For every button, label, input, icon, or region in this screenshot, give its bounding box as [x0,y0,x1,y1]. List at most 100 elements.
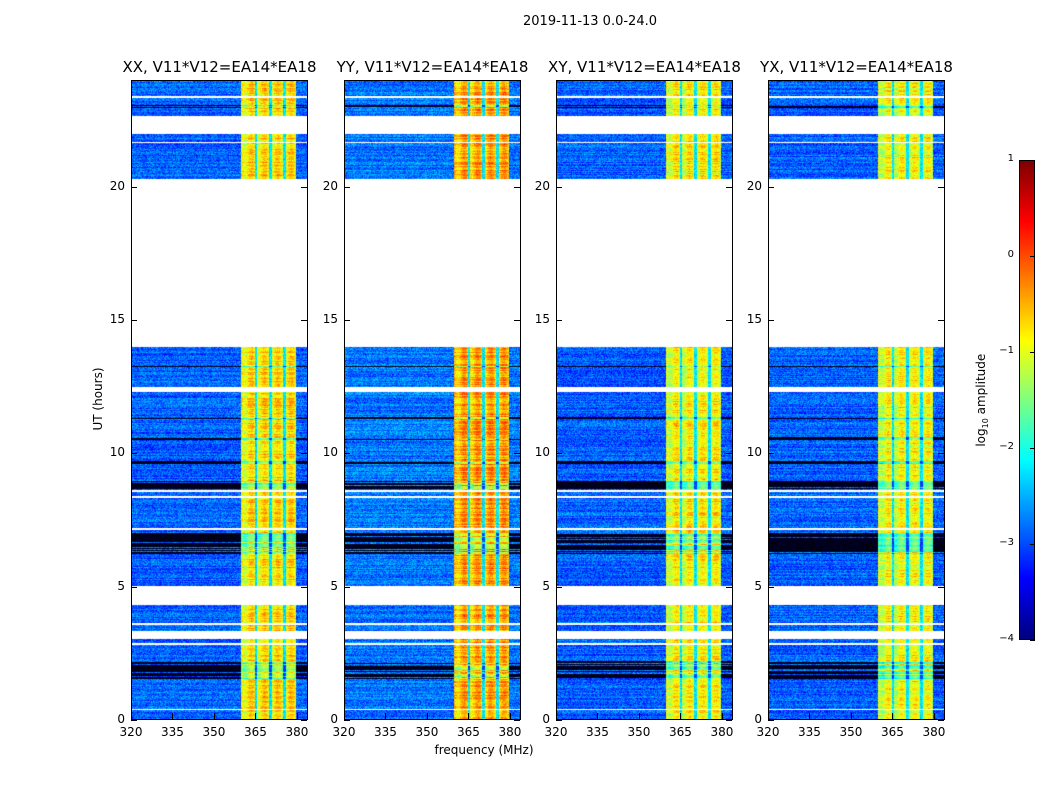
x-tick-mark [809,713,811,719]
y-tick-mark [514,186,520,188]
y-tick-label: 5 [754,578,762,593]
y-tick-label: 20 [746,178,762,193]
y-tick-mark [726,320,732,321]
colorbar-label-sub: 10 [981,418,991,429]
x-tick-mark [172,713,174,719]
x-tick-mark [768,713,769,719]
colorbar-tick-label: −1 [999,345,1014,356]
y-tick-mark [344,586,350,588]
y-tick-mark [768,186,774,188]
heatmap-panel [131,80,308,720]
x-tick-label: 365 [881,725,904,739]
x-tick-mark [638,713,640,719]
colorbar-tick-label: −3 [999,537,1014,548]
x-tick-mark [385,713,387,719]
x-tick-label: 365 [669,725,692,739]
y-tick-label: 20 [534,178,550,193]
y-tick-mark [556,320,562,321]
x-tick-label: 365 [244,725,267,739]
x-tick-label: 350 [202,725,226,739]
colorbar [1019,160,1035,640]
y-tick-mark [768,586,774,588]
y-tick-label: 10 [322,445,338,460]
x-tick-label: 335 [374,725,397,739]
y-tick-mark [514,586,520,588]
y-tick-mark [938,320,944,321]
colorbar-tick-mark [1030,352,1035,353]
x-tick-mark [213,713,215,719]
panel-title: XX, V11*V12=EA14*EA18 [122,58,317,76]
x-tick-mark [255,713,257,719]
colorbar-label-main: log [973,428,988,447]
y-tick-mark [938,186,944,188]
x-tick-mark [468,713,470,719]
x-tick-mark [344,713,345,719]
y-tick-mark [131,586,137,588]
heatmap-image [132,81,307,719]
y-tick-mark [938,586,944,588]
x-tick-label: 350 [839,725,863,739]
y-tick-label: 5 [117,578,125,593]
y-tick-mark [301,320,307,321]
x-tick-mark [850,713,852,719]
x-tick-label: 380 [922,725,946,739]
x-tick-mark [680,713,682,719]
x-axis-label: frequency (MHz) [434,743,534,757]
heatmap-image [769,81,944,719]
x-tick-label: 320 [756,725,780,739]
x-tick-label: 320 [119,725,143,739]
y-tick-mark [131,320,137,321]
y-tick-label: 0 [117,712,125,726]
colorbar-tick-label: −2 [999,441,1014,452]
x-tick-mark [426,713,428,719]
y-tick-mark [726,720,732,721]
colorbar-tick-mark [1030,640,1035,641]
y-tick-label: 20 [322,178,338,193]
x-tick-mark [556,713,557,719]
x-tick-label: 320 [544,725,568,739]
y-tick-mark [301,586,307,588]
y-tick-label: 10 [534,445,550,460]
y-tick-mark [556,186,562,188]
x-tick-mark [509,713,511,719]
y-tick-mark [726,453,732,455]
y-tick-label: 10 [746,445,762,460]
y-tick-mark [131,453,137,455]
x-tick-mark [296,713,298,719]
y-tick-mark [344,453,350,455]
colorbar-tick-mark [1030,256,1035,257]
colorbar-label: log10 amplitude [974,348,990,452]
y-tick-label: 0 [330,712,338,726]
x-tick-label: 380 [710,725,734,739]
y-tick-mark [726,186,732,188]
y-tick-mark [556,586,562,588]
y-tick-mark [301,453,307,455]
x-tick-label: 350 [627,725,651,739]
x-tick-mark [892,713,894,719]
y-tick-mark [514,320,520,321]
y-tick-mark [768,320,774,321]
colorbar-tick-mark [1030,448,1035,449]
y-tick-mark [938,453,944,455]
x-tick-label: 335 [586,725,609,739]
colorbar-label-rest: amplitude [973,353,988,419]
y-tick-mark [514,453,520,455]
x-tick-mark [721,713,723,719]
y-tick-label: 10 [109,445,125,460]
heatmap-image [345,81,520,719]
y-tick-mark [556,453,562,455]
colorbar-tick-mark [1030,160,1035,161]
heatmap-panel [556,80,733,720]
panel-title: XY, V11*V12=EA14*EA18 [548,58,741,76]
y-tick-mark [556,720,562,721]
colorbar-tick-mark [1030,544,1035,545]
heatmap-panel [344,80,521,720]
y-tick-label: 0 [754,712,762,726]
y-tick-mark [768,453,774,455]
y-tick-mark [131,720,137,721]
y-tick-mark [344,320,350,321]
y-tick-label: 20 [109,178,125,193]
x-tick-label: 380 [498,725,522,739]
y-tick-mark [301,720,307,721]
